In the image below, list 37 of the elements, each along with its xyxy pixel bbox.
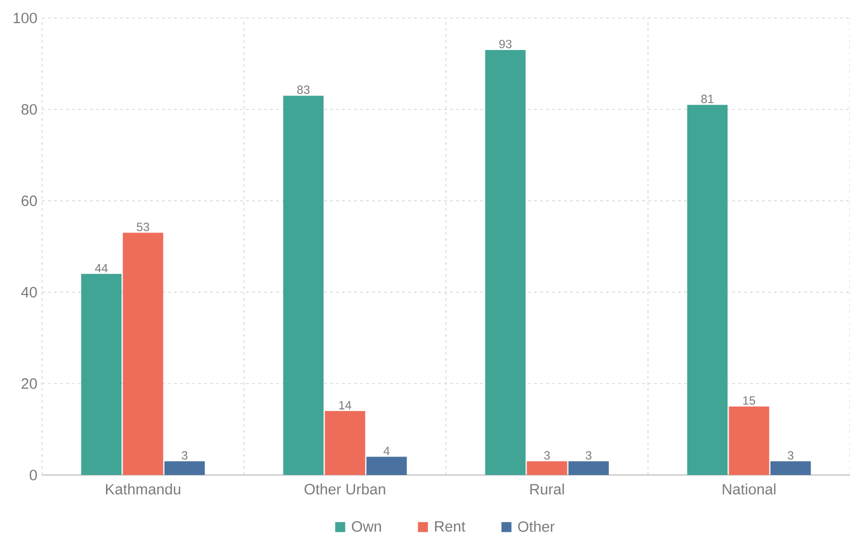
legend-label: Other (518, 520, 555, 532)
y-tick-label: 80 (22, 104, 37, 115)
data-label: 3 (788, 451, 794, 460)
bar (81, 274, 122, 475)
bar (526, 461, 568, 475)
bar (568, 461, 609, 475)
bar (283, 96, 324, 475)
data-label: 44 (95, 264, 108, 272)
data-label: 3 (182, 451, 188, 460)
data-label: 15 (743, 396, 756, 405)
data-label: 3 (586, 451, 592, 460)
bar (485, 50, 526, 475)
data-label: 81 (701, 94, 714, 104)
y-tick-label: 20 (22, 378, 37, 389)
data-label: 14 (339, 401, 352, 410)
bar (770, 461, 811, 475)
legend-label: Own (352, 521, 381, 532)
data-label: 53 (136, 222, 150, 232)
bar (324, 411, 366, 475)
data-label: 4 (384, 446, 390, 456)
y-tick-label: 100 (14, 12, 37, 24)
y-tick-label: 40 (21, 286, 37, 298)
data-label: 83 (297, 86, 310, 94)
bar (728, 406, 770, 475)
y-tick-label: 0 (30, 470, 37, 480)
bar (164, 461, 205, 475)
data-label: 3 (544, 451, 550, 460)
x-tick-label: Other Urban (304, 484, 386, 494)
x-tick-label: Rural (530, 484, 564, 494)
bar (366, 456, 407, 475)
x-tick-label: Kathmandu (106, 484, 180, 494)
legend-label: Rent (435, 521, 466, 532)
data-label: 93 (499, 40, 512, 48)
bar (122, 232, 164, 475)
x-tick-label: National (722, 484, 776, 494)
bar (687, 104, 728, 475)
y-tick-label: 60 (22, 196, 37, 206)
